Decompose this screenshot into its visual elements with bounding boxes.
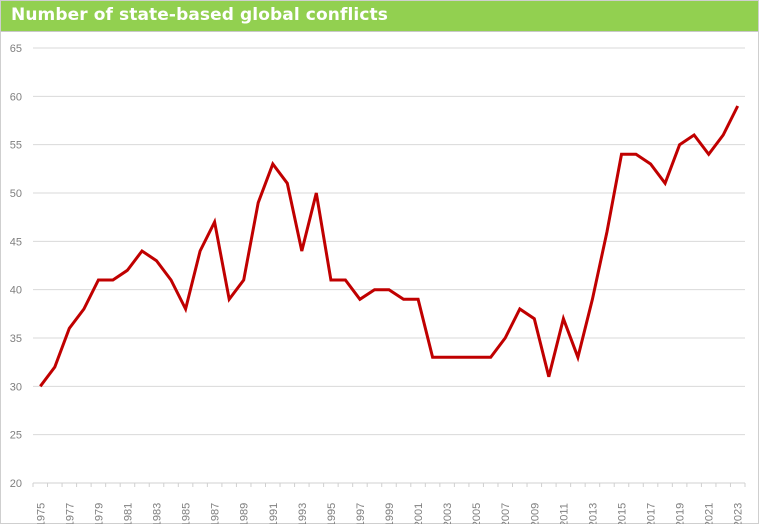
x-tick-label: 1997 bbox=[355, 503, 367, 524]
y-tick-label: 45 bbox=[10, 236, 22, 248]
x-tick-label: 2009 bbox=[529, 503, 541, 524]
x-tick-label: 2003 bbox=[442, 503, 454, 524]
x-tick-label: 1985 bbox=[181, 503, 193, 524]
x-tick-label: 1999 bbox=[384, 503, 396, 524]
y-tick-label: 55 bbox=[10, 140, 22, 152]
x-tick-label: 1981 bbox=[122, 503, 134, 524]
x-tick-label: 2013 bbox=[587, 503, 599, 524]
x-tick-label: 2007 bbox=[500, 503, 512, 524]
x-tick-label: 1983 bbox=[152, 503, 164, 524]
x-tick-label: 1989 bbox=[239, 503, 251, 524]
x-tick-label: 1993 bbox=[297, 503, 309, 524]
x-tick-label: 2019 bbox=[675, 503, 687, 524]
x-tick-label: 1987 bbox=[210, 503, 222, 524]
y-tick-label: 40 bbox=[10, 285, 22, 297]
x-tick-label: 2023 bbox=[733, 503, 745, 524]
x-tick-label: 2005 bbox=[471, 503, 483, 524]
title-bar: Number of state-based global conflicts bbox=[1, 1, 758, 32]
x-tick-label: 2017 bbox=[646, 503, 658, 524]
x-tick-label: 2001 bbox=[413, 503, 425, 524]
y-tick-label: 65 bbox=[10, 43, 22, 55]
y-tick-label: 60 bbox=[10, 91, 22, 103]
y-tick-label: 20 bbox=[10, 478, 22, 490]
x-tick-label: 1979 bbox=[93, 503, 105, 524]
x-tick-label: 2021 bbox=[704, 503, 716, 524]
y-tick-label: 30 bbox=[10, 381, 22, 393]
y-tick-label: 25 bbox=[10, 430, 22, 442]
x-tick-label: 1975 bbox=[35, 503, 47, 524]
chart-title: Number of state-based global conflicts bbox=[11, 5, 388, 25]
x-tick-label: 1977 bbox=[64, 503, 76, 524]
x-tick-label: 2015 bbox=[616, 503, 628, 524]
x-tick-label: 1995 bbox=[326, 503, 338, 524]
series-line bbox=[39, 105, 740, 388]
x-tick-label: 1991 bbox=[268, 503, 280, 524]
y-tick-label: 50 bbox=[10, 188, 22, 200]
x-tick-label: 2011 bbox=[558, 503, 570, 524]
y-tick-label: 35 bbox=[10, 333, 22, 345]
